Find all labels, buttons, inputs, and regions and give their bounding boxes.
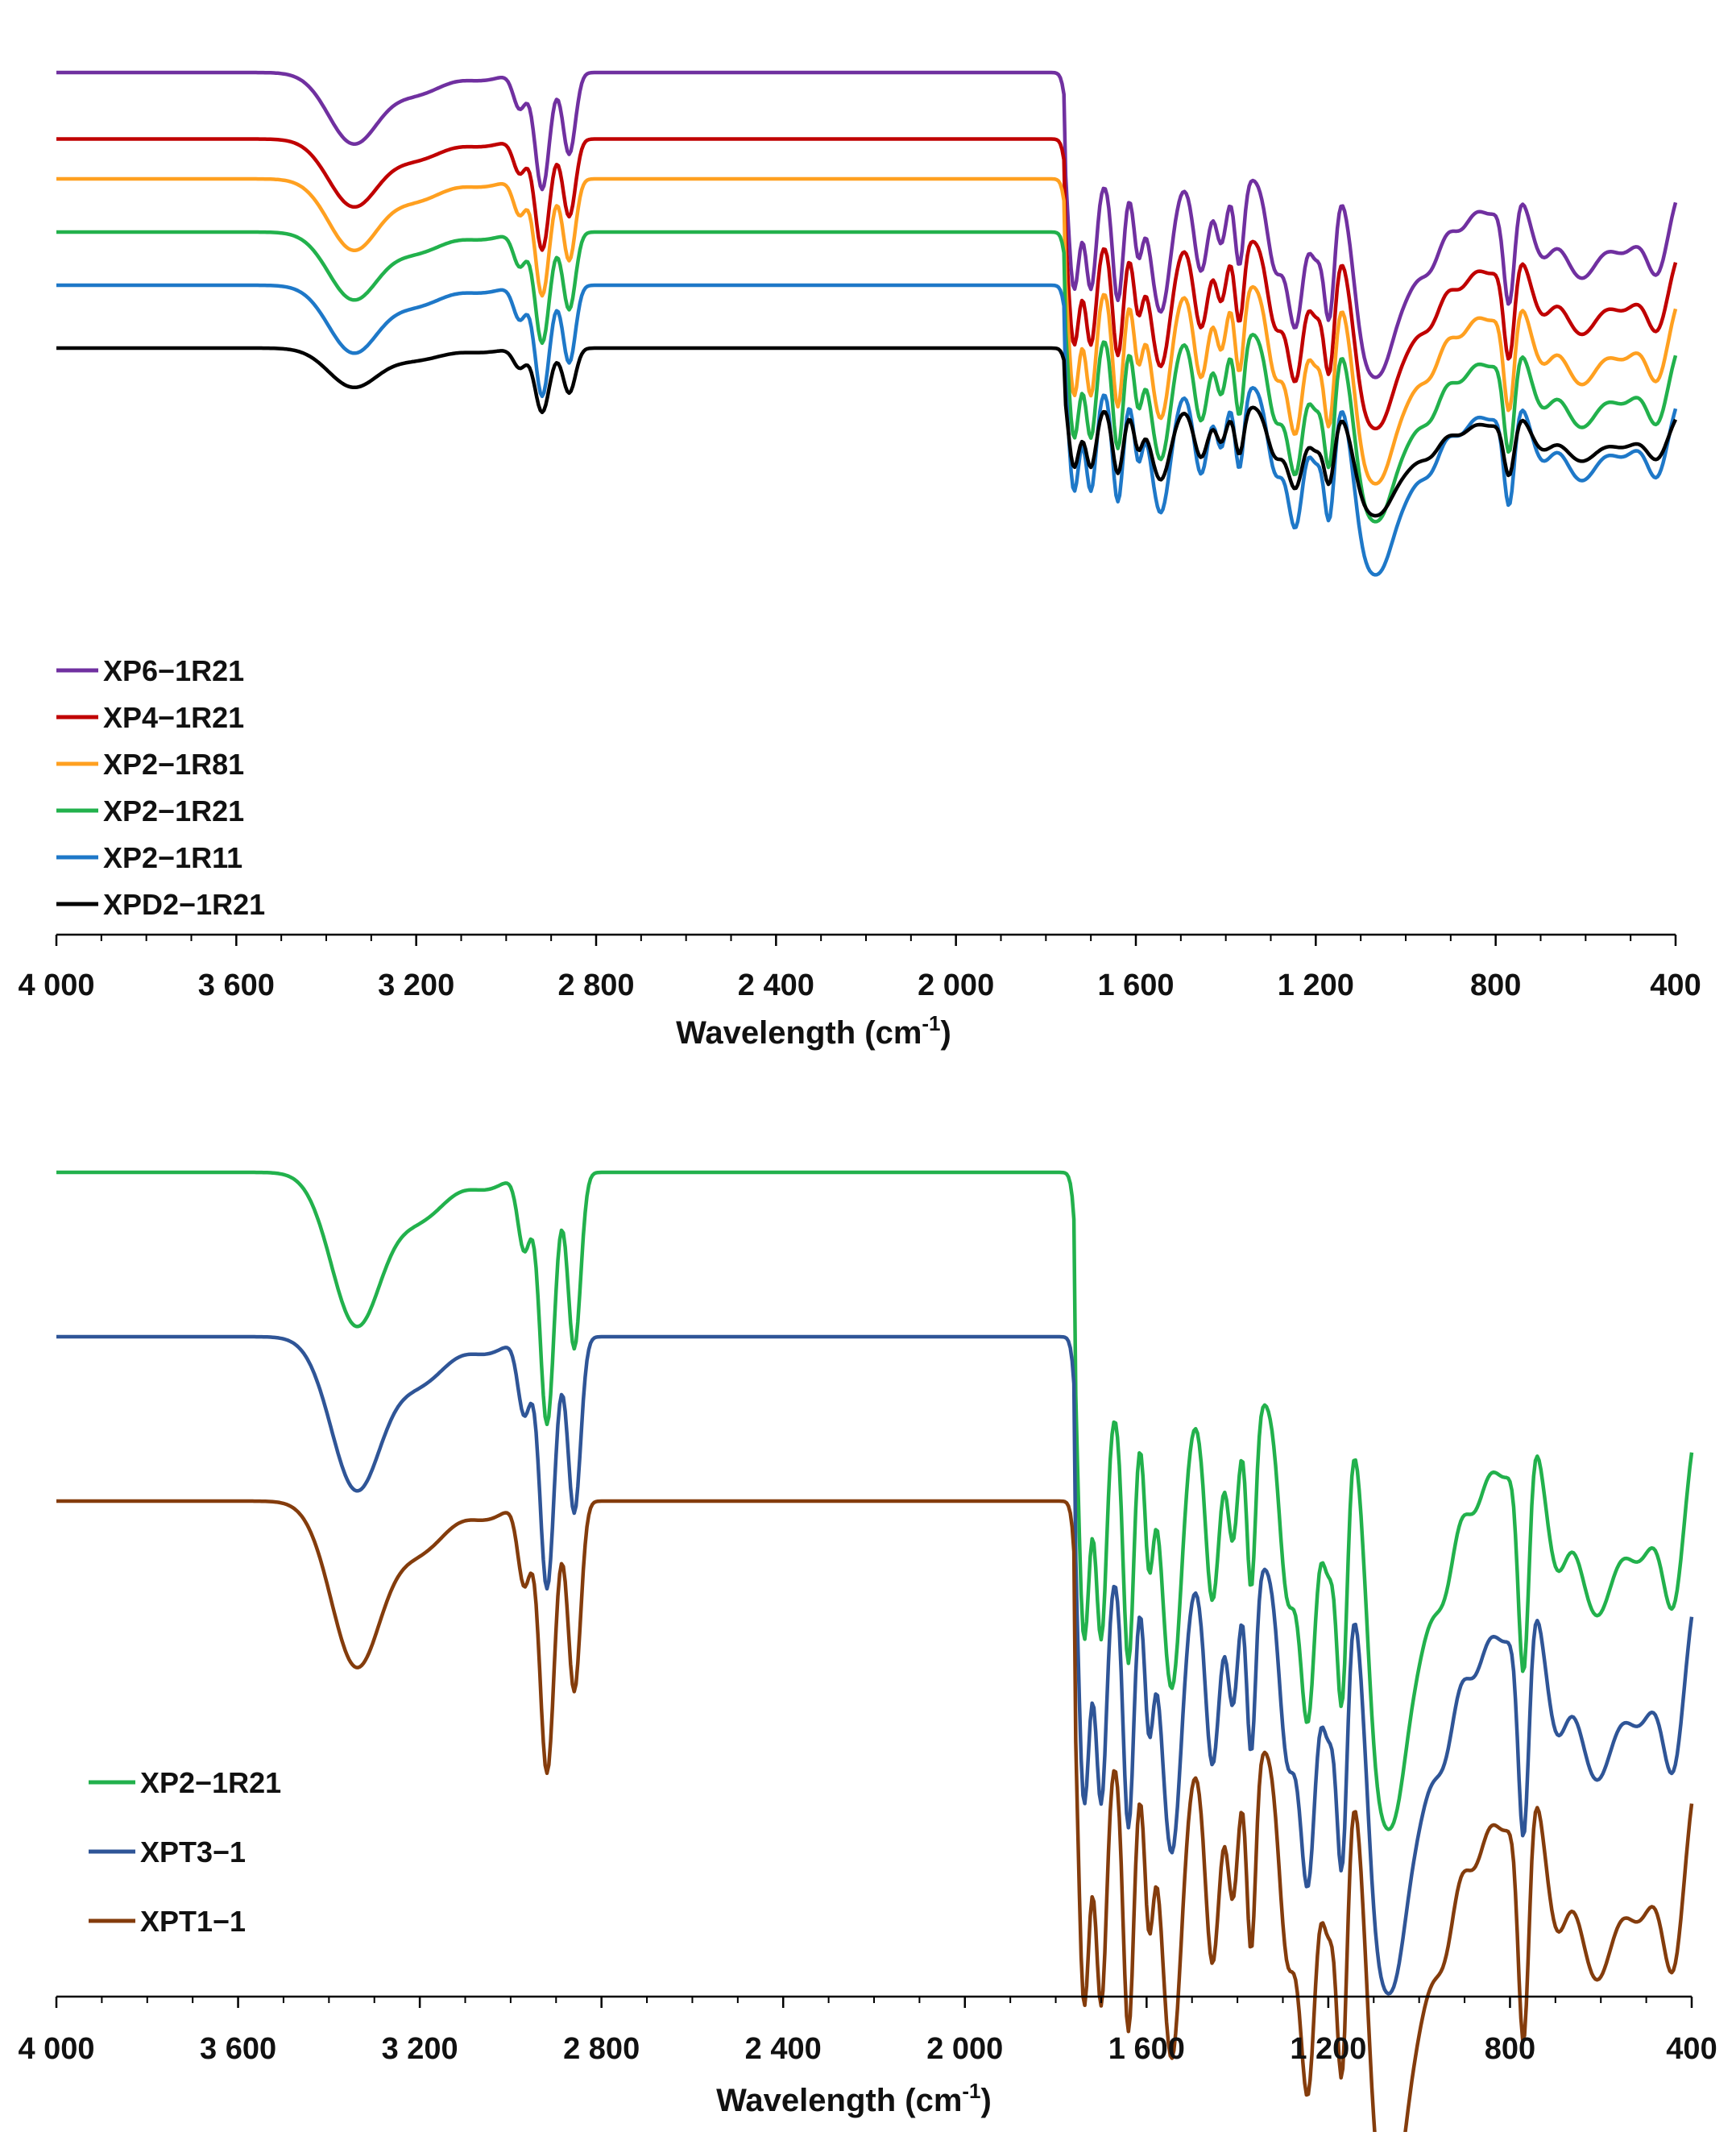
legend-label: XP2−1R11 <box>103 841 242 874</box>
x-tick-label: 800 <box>1485 2032 1535 2066</box>
x-tick-label: 2 000 <box>918 968 994 1002</box>
x-tick-label: 4 000 <box>18 968 94 1002</box>
x-tick-label: 3 200 <box>382 2032 458 2066</box>
x-tick-label: 800 <box>1470 968 1521 1002</box>
x-tick-label: 2 400 <box>745 2032 822 2066</box>
x-tick-label: 3 200 <box>378 968 454 1002</box>
x-tick-label: 4 000 <box>18 2032 94 2066</box>
x-tick-label: 2 800 <box>557 968 634 1002</box>
x-tick-label: 400 <box>1666 2032 1717 2066</box>
legend-label: XP2−1R81 <box>103 748 244 781</box>
series-line-1-0 <box>56 1170 1694 1831</box>
series-line-0-5 <box>56 346 1678 518</box>
top-ftir-panel: 4 000 3 600 3 200 2 800 2 400 2 000 1 600 1 200… <box>18 70 1701 1051</box>
series-line-0-4 <box>56 283 1678 577</box>
series-line-0-0 <box>56 70 1678 380</box>
series-line-0-1 <box>56 137 1678 431</box>
legend-label: XP4−1R21 <box>103 701 244 734</box>
legend-label: XPT1−1 <box>140 1905 246 1938</box>
bottom-x-axis-label: Wavelength (cm-1) <box>716 2079 992 2118</box>
x-tick-label: 2 800 <box>563 2032 640 2066</box>
x-tick-label: 3 600 <box>200 2032 276 2066</box>
series-line-1-1 <box>56 1334 1694 1996</box>
legend-label: XPT3−1 <box>140 1835 246 1868</box>
x-tick-label: 1 200 <box>1290 2032 1366 2066</box>
top-x-axis-label: Wavelength (cm-1) <box>676 1011 951 1051</box>
legend-label: XP2−1R21 <box>103 794 244 827</box>
bottom-ftir-panel: 4 000 3 600 3 200 2 800 2 400 2 000 1 600 1 200… <box>18 1170 1717 2136</box>
legend-label: XP6−1R21 <box>103 654 244 687</box>
series-line-0-2 <box>56 176 1678 486</box>
x-tick-label: 1 600 <box>1097 968 1174 1002</box>
x-tick-label: 1 600 <box>1108 2032 1185 2066</box>
x-tick-label: 2 400 <box>738 968 814 1002</box>
x-tick-label: 3 600 <box>198 968 275 1002</box>
x-tick-label: 400 <box>1650 968 1701 1002</box>
legend-label: XP2−1R21 <box>140 1766 281 1799</box>
series-line-0-3 <box>56 230 1678 524</box>
series-line-1-2 <box>56 1499 1694 2136</box>
x-tick-label: 2 000 <box>926 2032 1003 2066</box>
legend-label: XPD2−1R21 <box>103 888 265 921</box>
x-tick-label: 1 200 <box>1278 968 1354 1002</box>
